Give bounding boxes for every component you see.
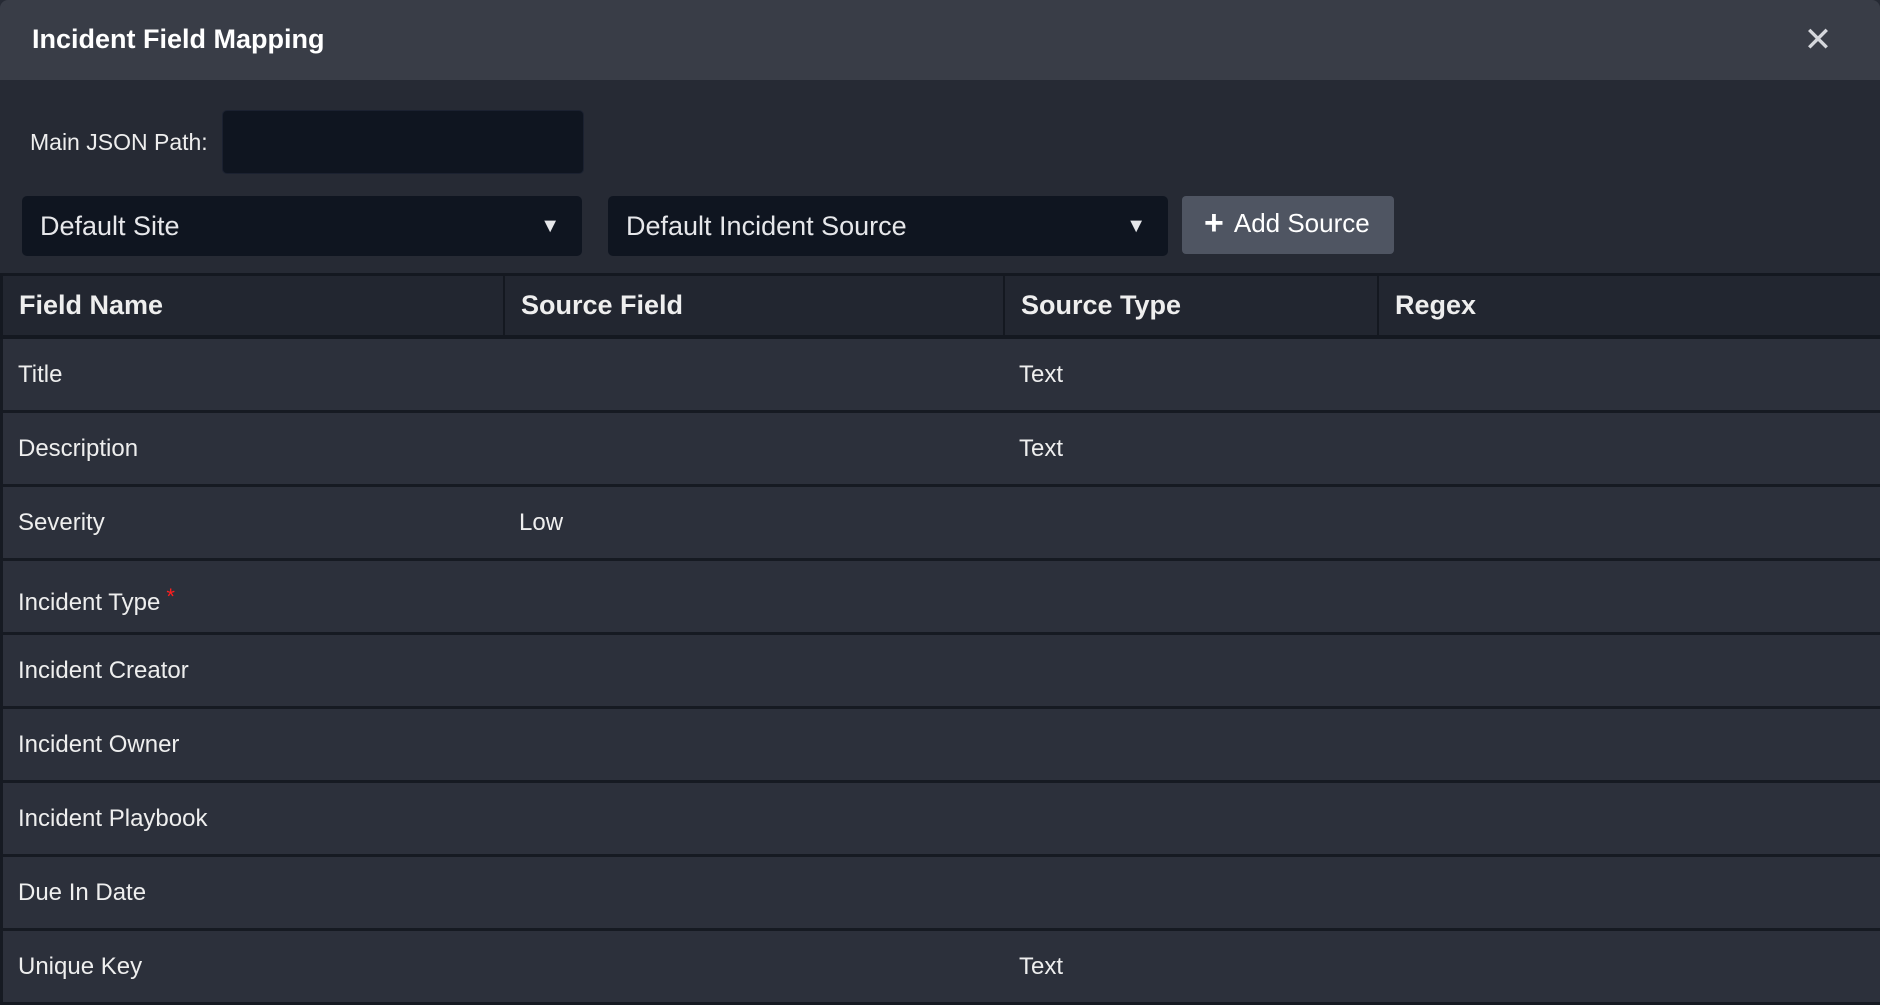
field-name-cell: Unique Key (18, 931, 142, 1002)
source-type-cell-text: Text (1019, 435, 1064, 462)
source-type-cell-text: Text (1019, 953, 1064, 980)
incident-source-select-value: Default Incident Source (626, 211, 907, 241)
source-type-cell: Text (1019, 413, 1063, 484)
add-source-button[interactable]: + Add Source (1182, 196, 1394, 254)
field-name-cell-text: Due In Date (18, 879, 147, 906)
source-type-cell-text: Text (1019, 361, 1064, 388)
field-name-cell: Severity (18, 487, 105, 558)
field-name-cell-text: Incident Playbook (18, 805, 208, 832)
field-mapping-table: Field Name Source Field Source Type Rege… (0, 273, 1880, 1005)
field-name-cell: Incident Creator (18, 635, 189, 706)
column-header-source-field: Source Field (503, 276, 1003, 335)
main-json-path-input[interactable] (222, 110, 584, 174)
site-select[interactable]: Default Site ▼ (22, 196, 582, 256)
field-name-cell-text: Title (18, 361, 63, 388)
table-row[interactable]: Unique Key Text (0, 931, 1880, 1005)
field-name-cell: Description (18, 413, 138, 484)
table-body: Title Text Description Text Severity Low Incid… (0, 339, 1880, 1005)
field-name-cell-text: Severity (18, 509, 105, 536)
source-field-cell-text: Low (519, 509, 564, 536)
main-json-path-label: Main JSON Path: (30, 129, 208, 155)
field-name-cell: Incident Playbook (18, 783, 207, 854)
close-icon[interactable]: ✕ (1803, 21, 1833, 59)
add-source-label: Add Source (1233, 208, 1370, 238)
field-name-cell-text: Incident Creator (18, 657, 189, 684)
table-row[interactable]: Incident Playbook (0, 783, 1880, 857)
field-name-cell: Title (18, 339, 62, 410)
plus-icon: + (1204, 204, 1224, 242)
table-row[interactable]: Due In Date (0, 857, 1880, 931)
field-name-cell: Incident Owner (18, 709, 179, 780)
incident-source-select[interactable]: Default Incident Source ▼ (608, 196, 1168, 256)
dialog-title: Incident Field Mapping (32, 24, 325, 54)
column-header-field-name: Field Name (19, 290, 164, 320)
chevron-down-icon: ▼ (1126, 215, 1146, 237)
source-type-cell: Text (1019, 931, 1063, 1002)
field-name-cell-text: Description (18, 435, 139, 462)
table-row[interactable]: Incident Type * (0, 561, 1880, 635)
column-header-regex: Regex (1377, 276, 1880, 335)
table-row[interactable]: Severity Low (0, 487, 1880, 561)
field-name-cell-text: Incident Owner (18, 731, 180, 758)
chevron-down-icon: ▼ (540, 215, 560, 237)
table-row[interactable]: Incident Owner (0, 709, 1880, 783)
source-field-cell: Low (519, 487, 563, 558)
table-header: Field Name Source Field Source Type Rege… (0, 273, 1880, 339)
dialog-header: Incident Field Mapping ✕ (0, 0, 1880, 80)
source-type-cell: Text (1019, 339, 1063, 410)
field-name-cell-text: Incident Type (18, 589, 161, 616)
site-select-value: Default Site (40, 211, 180, 241)
field-name-cell: Due In Date (18, 857, 146, 928)
field-name-cell: Incident Type * (18, 561, 175, 632)
table-row[interactable]: Description Text (0, 413, 1880, 487)
required-indicator: * (166, 584, 175, 609)
table-row[interactable]: Title Text (0, 339, 1880, 413)
field-name-cell-text: Unique Key (18, 953, 143, 980)
table-row[interactable]: Incident Creator (0, 635, 1880, 709)
column-header-source-type: Source Type (1003, 276, 1377, 335)
